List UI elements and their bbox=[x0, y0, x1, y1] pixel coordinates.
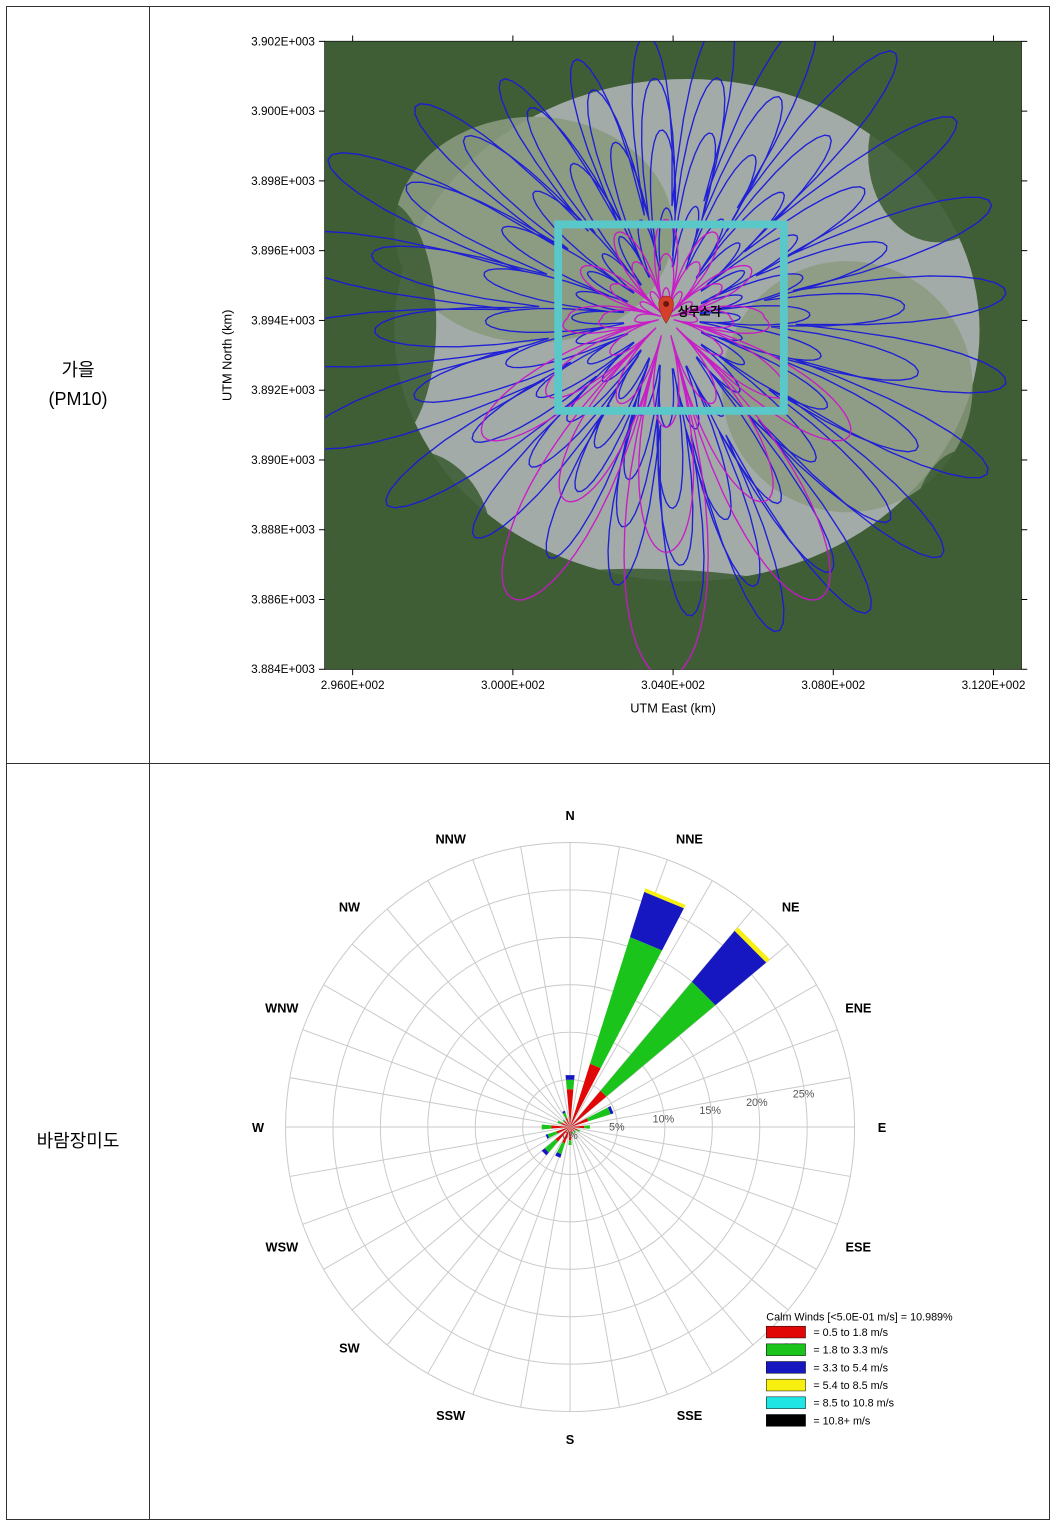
svg-text:WNW: WNW bbox=[265, 1000, 299, 1015]
contour-map-figure: 상무소각 3.884E+003 3.886E+003 3.888E+003 3.890E… bbox=[158, 15, 1041, 755]
svg-text:25%: 25% bbox=[793, 1088, 815, 1100]
svg-text:= 10.8+ m/s: = 10.8+ m/s bbox=[813, 1415, 870, 1427]
svg-text:3.890E+003: 3.890E+003 bbox=[251, 454, 315, 467]
row1-label-line1: 가을 bbox=[8, 356, 148, 385]
svg-text:3.000E+002: 3.000E+002 bbox=[481, 679, 545, 692]
svg-text:Calm Winds [<5.0E-01 m/s] = 10: Calm Winds [<5.0E-01 m/s] = 10.989% bbox=[766, 1311, 953, 1323]
svg-text:NE: NE bbox=[782, 899, 800, 914]
wind-rose-cell: 0%5%10%15%20%25%NNNENEENEEESESESSESSSWSW… bbox=[150, 763, 1050, 1520]
svg-text:3.884E+003: 3.884E+003 bbox=[251, 663, 315, 676]
contour-map-cell: 상무소각 3.884E+003 3.886E+003 3.888E+003 3.890E… bbox=[150, 7, 1050, 764]
wind-rose-figure: 0%5%10%15%20%25%NNNENEENEEESESESSESSSWSW… bbox=[158, 772, 1041, 1512]
svg-text:UTM East (km): UTM East (km) bbox=[630, 700, 716, 715]
svg-text:3.888E+003: 3.888E+003 bbox=[251, 524, 315, 537]
svg-text:WSW: WSW bbox=[266, 1239, 300, 1254]
svg-text:NNE: NNE bbox=[676, 831, 703, 846]
svg-text:= 1.8 to 3.3 m/s: = 1.8 to 3.3 m/s bbox=[813, 1344, 888, 1356]
svg-text:SW: SW bbox=[339, 1340, 361, 1355]
row1-label-cell: 가을 (PM10) bbox=[7, 7, 150, 764]
svg-text:3.898E+003: 3.898E+003 bbox=[251, 175, 315, 188]
svg-text:2.960E+002: 2.960E+002 bbox=[321, 679, 385, 692]
svg-text:3.900E+003: 3.900E+003 bbox=[251, 105, 315, 118]
svg-text:N: N bbox=[565, 807, 574, 822]
svg-text:상무소각: 상무소각 bbox=[678, 305, 721, 319]
svg-text:UTM North (km): UTM North (km) bbox=[220, 310, 235, 401]
svg-text:ENE: ENE bbox=[845, 1000, 871, 1015]
svg-text:S: S bbox=[566, 1431, 575, 1446]
svg-text:5%: 5% bbox=[609, 1121, 625, 1133]
svg-text:3.080E+002: 3.080E+002 bbox=[801, 679, 865, 692]
svg-text:20%: 20% bbox=[746, 1096, 768, 1108]
svg-text:3.894E+003: 3.894E+003 bbox=[251, 314, 315, 327]
svg-text:3.040E+002: 3.040E+002 bbox=[641, 679, 705, 692]
svg-text:3.896E+003: 3.896E+003 bbox=[251, 245, 315, 258]
svg-text:3.892E+003: 3.892E+003 bbox=[251, 384, 315, 397]
svg-text:= 8.5 to 10.8 m/s: = 8.5 to 10.8 m/s bbox=[813, 1397, 894, 1409]
svg-text:3.902E+003: 3.902E+003 bbox=[251, 35, 315, 48]
svg-text:ESE: ESE bbox=[846, 1239, 872, 1254]
row1-label-line2: (PM10) bbox=[8, 385, 148, 414]
svg-text:3.120E+002: 3.120E+002 bbox=[962, 679, 1026, 692]
svg-text:SSW: SSW bbox=[436, 1408, 466, 1423]
row2-label-cell: 바람장미도 bbox=[7, 763, 150, 1520]
svg-text:NNW: NNW bbox=[435, 831, 466, 846]
svg-text:= 3.3 to 5.4 m/s: = 3.3 to 5.4 m/s bbox=[813, 1362, 888, 1374]
svg-text:NW: NW bbox=[339, 899, 361, 914]
svg-text:= 0.5 to 1.8 m/s: = 0.5 to 1.8 m/s bbox=[813, 1327, 888, 1339]
svg-text:SSE: SSE bbox=[677, 1408, 703, 1423]
svg-text:W: W bbox=[252, 1119, 265, 1134]
svg-text:E: E bbox=[878, 1119, 887, 1134]
svg-text:10%: 10% bbox=[653, 1113, 675, 1125]
svg-text:15%: 15% bbox=[699, 1105, 721, 1117]
svg-text:3.886E+003: 3.886E+003 bbox=[251, 593, 315, 606]
row2-label-line1: 바람장미도 bbox=[8, 1127, 148, 1156]
svg-text:= 5.4 to 8.5 m/s: = 5.4 to 8.5 m/s bbox=[813, 1379, 888, 1391]
figure-table: 가을 (PM10) 상무소각 3.884E+003 3.886E+003 3.888E… bbox=[6, 6, 1050, 1520]
